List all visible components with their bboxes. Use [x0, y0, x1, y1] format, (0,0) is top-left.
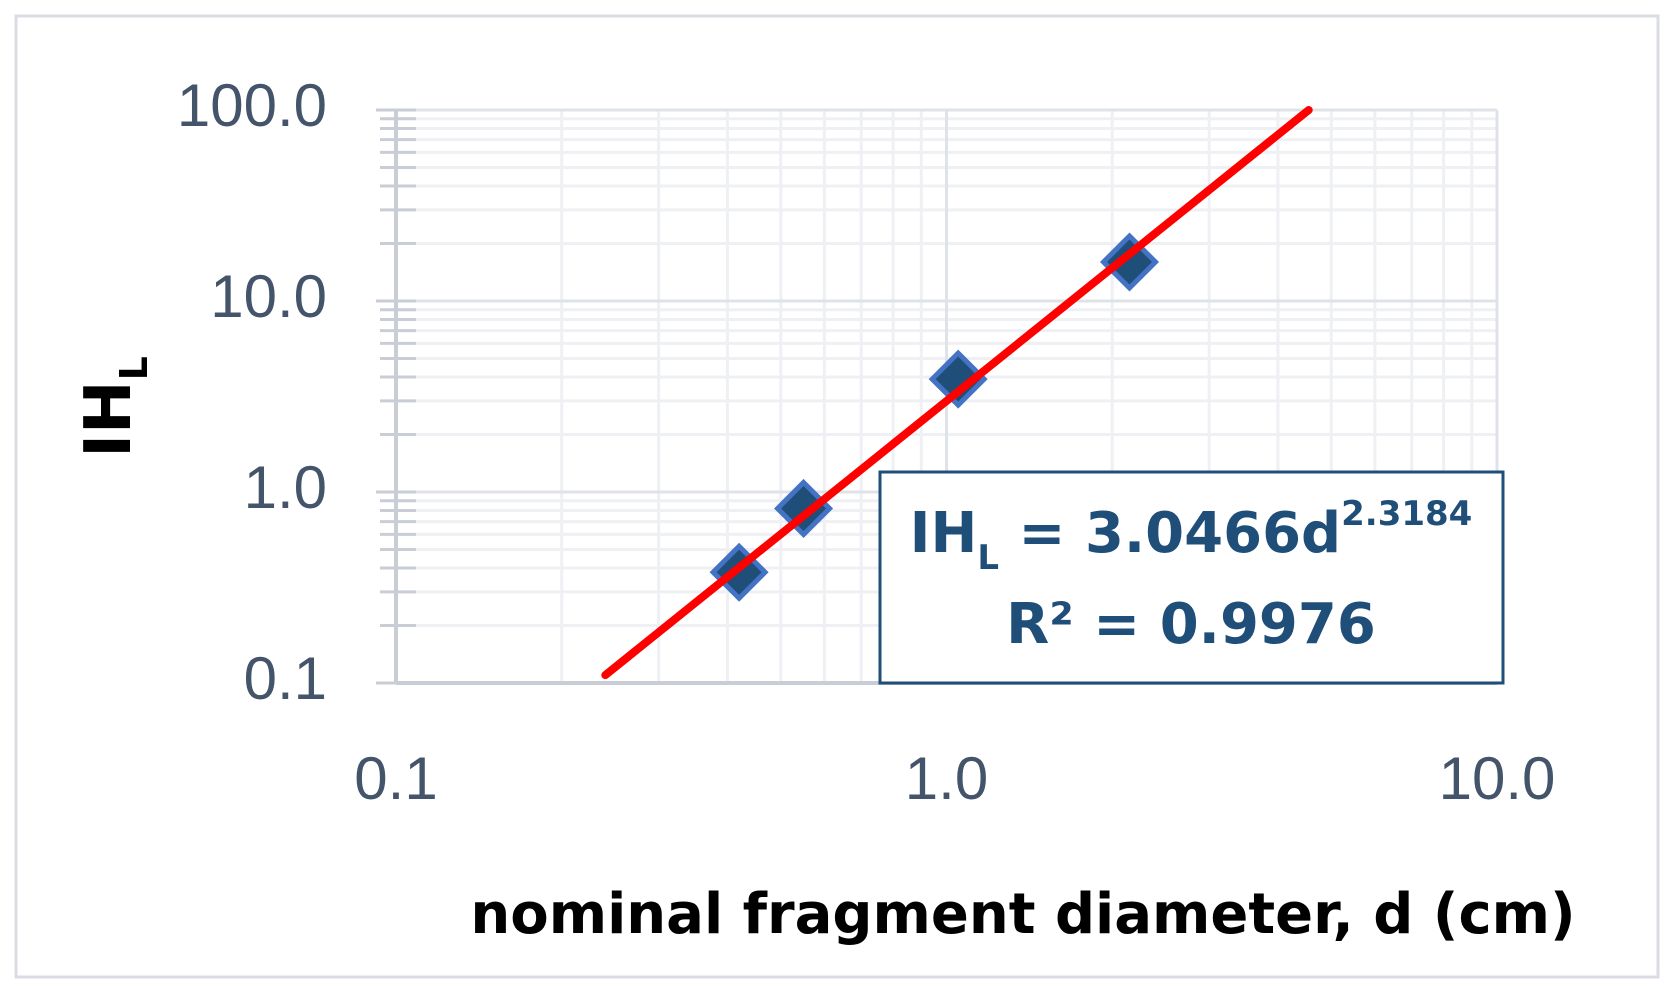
- x-axis-label: nominal fragment diameter, d (cm): [470, 882, 1575, 947]
- equation-rhs: = 3.0466d: [999, 501, 1341, 566]
- y-axis-label-main: IH: [72, 380, 146, 457]
- x-tick-label: 1.0: [905, 745, 988, 812]
- equation-exponent: 2.3184: [1341, 494, 1472, 534]
- equation-box: [878, 470, 1505, 685]
- equation-lhs-sub: L: [977, 538, 999, 578]
- marks: [601, 106, 1313, 680]
- y-tick-label: 1.0: [244, 454, 327, 521]
- x-tick-label: 0.1: [354, 745, 437, 812]
- y-tick-label: 0.1: [244, 645, 327, 712]
- x-tick-label: 10.0: [1439, 745, 1556, 812]
- equation: IHL = 3.0466d2.3184: [910, 494, 1473, 578]
- y-tick-label: 100.0: [177, 72, 327, 139]
- y-axis-label: IHL: [72, 356, 156, 458]
- r-squared: R² = 0.9976: [1006, 592, 1376, 657]
- point: [928, 349, 988, 409]
- y-tick-label: 10.0: [210, 263, 327, 330]
- equation-lhs: IH: [910, 501, 978, 566]
- y-axis-label-sub: L: [112, 356, 156, 380]
- point: [1099, 232, 1160, 292]
- trendline: [601, 106, 1313, 680]
